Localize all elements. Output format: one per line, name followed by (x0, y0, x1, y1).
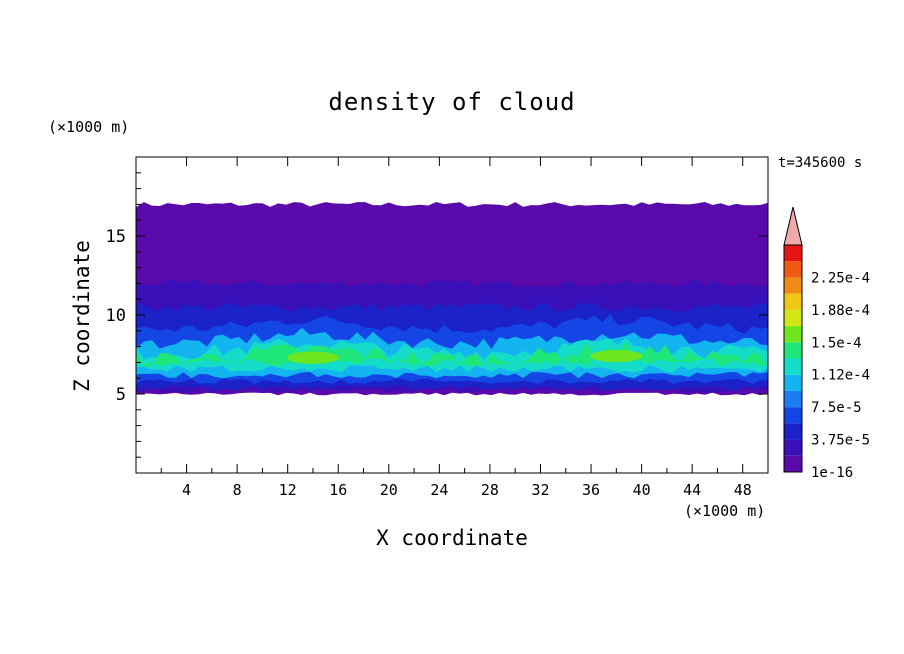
colorbar-segment (784, 261, 802, 278)
colorbar-tick-label: 2.25e-4 (811, 270, 870, 286)
colorbar-segment (784, 358, 802, 375)
x-tick-label: 8 (233, 481, 242, 499)
x-tick-label: 12 (279, 481, 297, 499)
colorbar-segment (784, 277, 802, 294)
colorbar-tick-label: 1.5e-4 (811, 335, 862, 351)
x-tick-label: 20 (380, 481, 398, 499)
chart-title: density of cloud (328, 88, 576, 116)
x-axis-unit: (×1000 m) (684, 502, 766, 520)
x-tick-label: 44 (683, 481, 701, 499)
colorbar-segment (784, 390, 802, 408)
colorbar-segment (784, 326, 802, 343)
colorbar-tick-label: 1.88e-4 (811, 303, 870, 319)
colorbar-segment (784, 455, 802, 472)
colorbar: 1e-16 3.75e-5 7.5e-5 1.12e-4 1.5e-4 1.88e-4 2.… (783, 206, 870, 481)
colorbar-segment (784, 309, 802, 327)
y-tick-label: 10 (106, 306, 126, 326)
colorbar-tick-label: 1.12e-4 (811, 368, 870, 384)
colorbar-segment (784, 423, 802, 440)
y-axis-unit: (×1000 m) (48, 118, 130, 136)
x-tick-label: 48 (734, 481, 752, 499)
colorbar-tick-label: 3.75e-5 (811, 433, 870, 449)
time-label: t=345600 s (778, 155, 863, 171)
x-tick-label: 32 (531, 481, 549, 499)
x-axis-label: X coordinate (376, 526, 528, 550)
colorbar-tick-label: 7.5e-5 (811, 400, 862, 416)
colorbar-segment (784, 293, 802, 310)
cloud-density-field (136, 202, 768, 396)
colorbar-tick-label: 1e-16 (811, 465, 853, 481)
colorbar-segment (784, 439, 802, 456)
x-tick-label: 36 (582, 481, 600, 499)
colorbar-frame (783, 244, 803, 473)
cloud-maximum-1 (590, 350, 643, 363)
colorbar-segment (784, 407, 802, 424)
colorbar-segment (784, 245, 802, 262)
colorbar-segment (784, 342, 802, 359)
x-tick-label: 28 (481, 481, 499, 499)
cloud-maximum-0 (286, 351, 339, 364)
y-tick-label: 15 (106, 227, 126, 247)
x-tick-label: 4 (182, 481, 191, 499)
colorbar-segment (784, 374, 802, 391)
x-tick-label: 40 (633, 481, 651, 499)
y-tick-label: 5 (116, 385, 126, 405)
x-tick-label: 16 (329, 481, 347, 499)
colorbar-extend-arrow (783, 206, 803, 246)
x-tick-label: 24 (430, 481, 448, 499)
